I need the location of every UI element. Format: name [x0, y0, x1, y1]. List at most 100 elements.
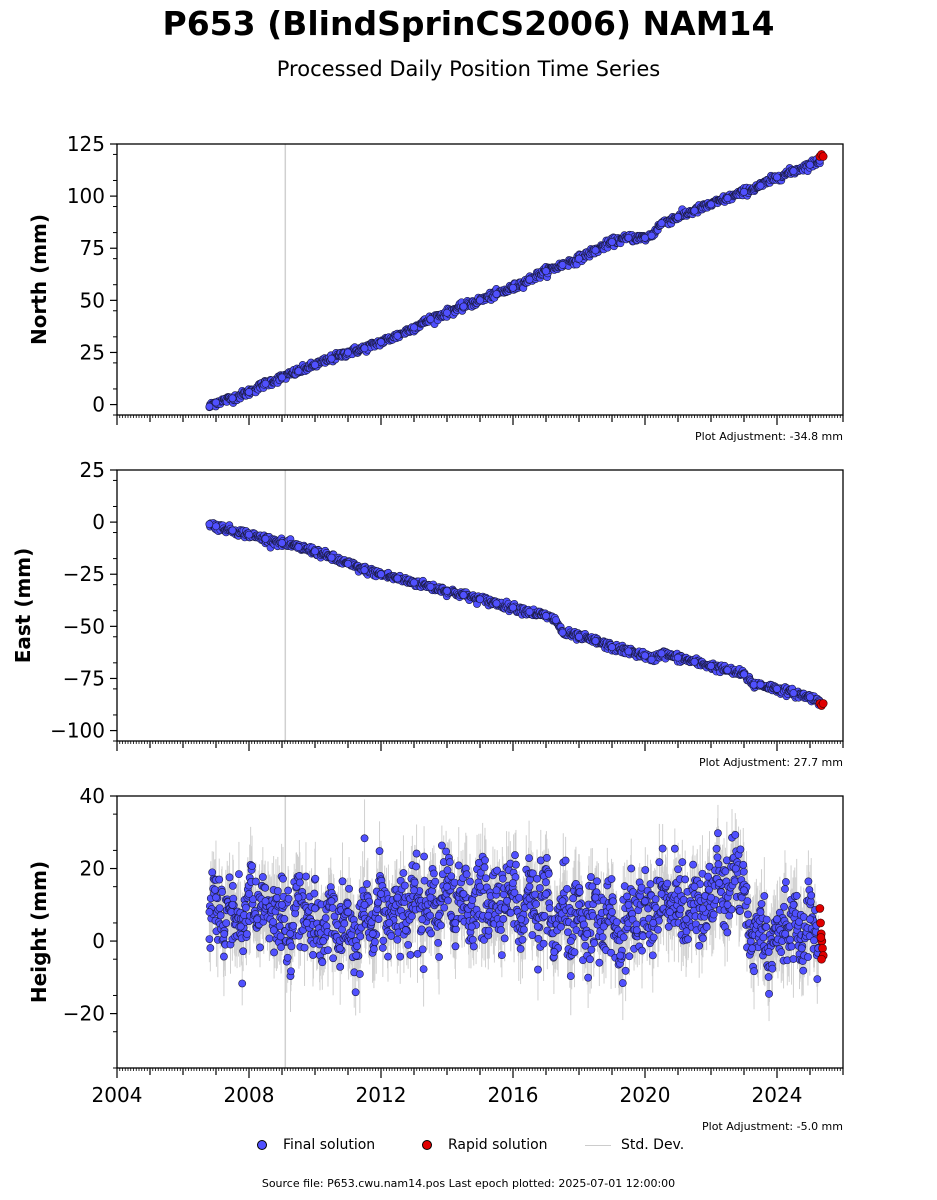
final-point	[702, 923, 711, 931]
final-point	[287, 967, 295, 976]
final-point	[639, 932, 647, 941]
final-point	[695, 941, 704, 950]
final-point	[327, 553, 336, 562]
final-point	[476, 595, 484, 604]
final-point	[528, 931, 537, 939]
final-point	[345, 884, 353, 893]
final-point	[251, 877, 260, 886]
final-point	[370, 945, 378, 953]
final-point	[426, 315, 435, 324]
y-tick-label: 100	[67, 184, 105, 208]
final-point	[575, 254, 583, 263]
final-point	[410, 878, 419, 887]
final-point	[275, 922, 284, 931]
final-point	[351, 988, 360, 997]
final-point	[563, 884, 571, 893]
final-point	[674, 865, 683, 874]
final-point	[256, 943, 264, 952]
final-point	[400, 881, 409, 890]
final-point	[378, 943, 387, 952]
final-point	[356, 932, 365, 941]
rapid-point	[818, 152, 828, 161]
final-point	[205, 935, 214, 944]
final-point	[641, 233, 649, 242]
final-point	[520, 925, 528, 934]
final-point	[609, 897, 617, 906]
final-point	[705, 862, 714, 871]
final-point	[484, 926, 493, 935]
final-point	[575, 888, 584, 896]
final-point	[561, 856, 570, 865]
final-point	[509, 603, 517, 612]
final-point	[498, 874, 507, 883]
final-point	[476, 868, 485, 877]
final-point	[302, 872, 310, 881]
final-point	[618, 979, 627, 987]
axes-frame	[116, 143, 844, 416]
final-point	[462, 870, 471, 879]
final-point	[575, 632, 583, 641]
final-point	[377, 338, 385, 346]
final-point	[444, 896, 452, 905]
final-point	[646, 880, 655, 888]
final-point	[558, 261, 567, 269]
final-point	[430, 869, 438, 878]
final-point	[539, 939, 548, 948]
final-point	[510, 888, 519, 897]
final-point	[295, 878, 304, 887]
final-point	[404, 940, 413, 949]
y-tick-label: −100	[50, 719, 105, 743]
panel-2: −100 −75 −50 −25 0 25 East (mm) Plot Adjustment…	[11, 458, 844, 769]
final-point	[399, 869, 408, 877]
final-point	[447, 872, 456, 881]
final-point	[497, 951, 506, 960]
final-point	[542, 612, 550, 620]
final-point	[723, 666, 732, 675]
final-point	[451, 942, 460, 951]
final-point	[499, 915, 508, 923]
final-point	[295, 871, 304, 880]
final-point	[624, 233, 633, 242]
final-point	[353, 942, 361, 951]
final-point	[500, 934, 509, 943]
final-point	[278, 373, 286, 382]
final-point	[566, 972, 575, 980]
final-point	[265, 934, 274, 943]
final-point	[362, 880, 371, 888]
final-point	[707, 200, 715, 209]
final-point	[340, 919, 349, 928]
final-point	[480, 863, 489, 872]
final-point	[699, 934, 707, 943]
y-tick-label: 50	[80, 288, 105, 312]
final-point	[338, 877, 347, 886]
final-point	[417, 925, 426, 934]
final-point	[492, 290, 501, 298]
final-point	[379, 936, 388, 945]
plot-area	[205, 470, 828, 741]
final-point	[756, 680, 765, 689]
final-point	[806, 160, 814, 169]
final-point	[564, 928, 572, 937]
final-point	[593, 877, 601, 886]
final-point	[294, 543, 303, 552]
final-point	[300, 943, 309, 952]
plot-adjustment-label: Plot Adjustment: -34.8 mm	[695, 430, 843, 443]
final-point	[591, 246, 600, 255]
final-point	[621, 966, 630, 975]
final-point	[511, 851, 519, 859]
final-point	[360, 566, 369, 574]
final-point	[225, 873, 234, 882]
final-point	[420, 852, 428, 861]
y-axis-label: North (mm)	[27, 214, 51, 345]
final-point	[627, 864, 636, 873]
final-point	[239, 947, 248, 956]
final-point	[655, 858, 664, 867]
final-point	[542, 878, 550, 887]
final-point	[657, 649, 666, 658]
final-point	[228, 394, 237, 403]
final-point	[205, 520, 214, 529]
final-point	[542, 854, 551, 862]
final-point	[309, 951, 317, 959]
final-point	[773, 173, 781, 182]
